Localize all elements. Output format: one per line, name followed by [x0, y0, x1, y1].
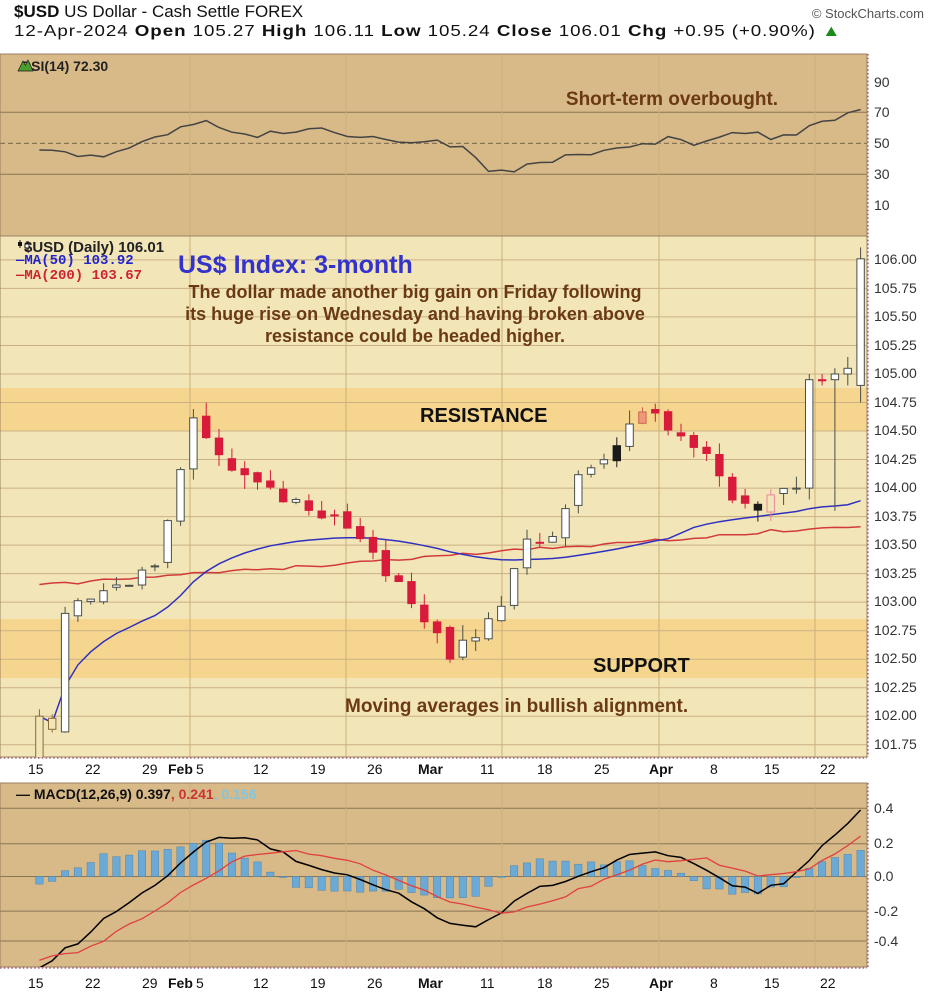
svg-text:104.75: 104.75 [874, 394, 917, 410]
svg-text:104.25: 104.25 [874, 451, 917, 467]
svg-text:105.50: 105.50 [874, 308, 917, 324]
svg-text:105.00: 105.00 [874, 365, 917, 381]
svg-text:103.00: 103.00 [874, 593, 917, 609]
svg-text:104.50: 104.50 [874, 422, 917, 438]
svg-text:104.00: 104.00 [874, 479, 917, 495]
svg-text:70: 70 [874, 104, 890, 120]
svg-text:30: 30 [874, 166, 890, 182]
svg-text:103.50: 103.50 [874, 536, 917, 552]
svg-text:10: 10 [874, 197, 890, 213]
svg-text:105.25: 105.25 [874, 337, 917, 353]
svg-text:90: 90 [874, 74, 890, 90]
svg-text:-0.4: -0.4 [874, 933, 898, 949]
svg-text:102.50: 102.50 [874, 650, 917, 666]
svg-text:103.25: 103.25 [874, 565, 917, 581]
svg-text:102.00: 102.00 [874, 707, 917, 723]
svg-text:106.00: 106.00 [874, 251, 917, 267]
svg-text:0.0: 0.0 [874, 868, 894, 884]
svg-text:105.75: 105.75 [874, 280, 917, 296]
svg-text:0.4: 0.4 [874, 800, 894, 816]
svg-text:0.2: 0.2 [874, 835, 894, 851]
svg-text:101.75: 101.75 [874, 736, 917, 752]
svg-text:102.25: 102.25 [874, 679, 917, 695]
svg-text:102.75: 102.75 [874, 622, 917, 638]
svg-text:103.75: 103.75 [874, 508, 917, 524]
svg-text:50: 50 [874, 135, 890, 151]
svg-text:-0.2: -0.2 [874, 903, 898, 919]
